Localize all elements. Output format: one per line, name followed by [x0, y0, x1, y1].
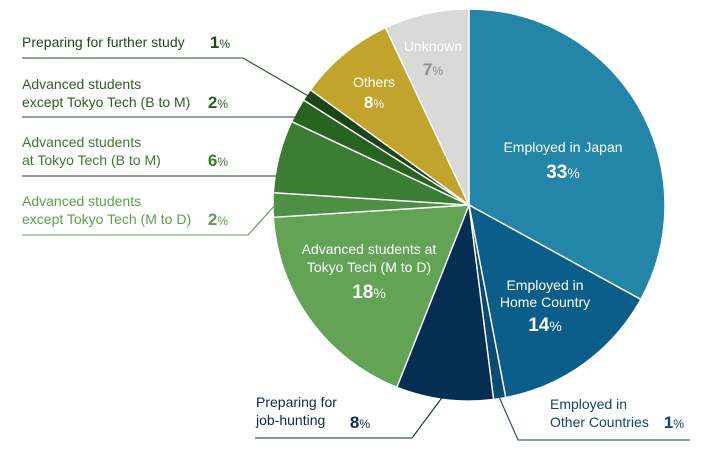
label-value-adv_ext_m_to_d: 2% [208, 210, 228, 229]
label-text-employed_home: Home Country [500, 294, 590, 310]
label-text-adv_tt_m_to_d: Tokyo Tech (M to D) [307, 259, 431, 275]
label-text-adv_ext_m_to_d: Advanced students [22, 193, 141, 209]
label-employed_other: Employed in Other Countries 1% [550, 396, 684, 432]
label-text-adv_ext_b_to_m: except Tokyo Tech (B to M) [22, 94, 190, 110]
label-value-employed_other: 1% [664, 413, 684, 432]
label-text-further_study: Preparing for further study [22, 34, 185, 50]
slice-unknown [384, 8, 470, 206]
leader-adv_ext_m_to_d [22, 202, 278, 236]
slice-job_hunting [395, 204, 495, 402]
label-text-job_hunting: Preparing for [256, 394, 337, 410]
label-text-adv_ext_b_to_m: Advanced students [22, 76, 141, 92]
leader-employed_other [495, 389, 690, 441]
label-text-job_hunting: job-hunting [255, 412, 325, 428]
label-value-adv_tt_m_to_d: 18% [352, 282, 386, 303]
label-text-adv_ext_m_to_d: except Tokyo Tech (M to D) [22, 211, 191, 227]
leader-job_hunting [255, 394, 445, 439]
slice-adv_tt_m_to_d [272, 204, 471, 389]
label-text-adv_tt_b_to_m: at Tokyo Tech (B to M) [22, 152, 161, 168]
label-value-adv_ext_b_to_m: 2% [208, 93, 228, 112]
label-further_study: Preparing for further study 1% [22, 33, 230, 52]
label-adv_ext_b_to_m: Advanced students except Tokyo Tech (B to… [22, 76, 228, 112]
label-adv_tt_b_to_m: Advanced students at Tokyo Tech (B to M) 6… [22, 134, 228, 170]
label-unknown: Unknown 7% [404, 38, 462, 79]
label-text-others: Others [353, 74, 395, 90]
label-text-employed_japan: Employed in Japan [503, 139, 622, 155]
label-text-employed_other: Employed in [550, 396, 627, 412]
label-text-unknown: Unknown [404, 38, 462, 54]
label-adv_ext_m_to_d: Advanced students except Tokyo Tech (M to… [22, 193, 228, 229]
label-text-adv_tt_b_to_m: Advanced students [22, 134, 141, 150]
label-value-employed_japan: 33% [546, 162, 580, 183]
pie-slices [272, 8, 666, 402]
label-employed_japan: Employed in Japan 33% [503, 139, 622, 183]
slice-employed_japan [468, 8, 666, 301]
label-text-employed_home: Employed in [506, 277, 583, 293]
label-value-unknown: 7% [423, 60, 443, 79]
label-value-employed_home: 14% [528, 315, 562, 336]
label-value-job_hunting: 8% [350, 413, 370, 432]
label-value-further_study: 1% [210, 33, 230, 52]
label-text-adv_tt_m_to_d: Advanced students at [302, 241, 437, 257]
label-adv_tt_m_to_d: Advanced students at Tokyo Tech (M to D) 1… [302, 241, 437, 303]
label-value-adv_tt_b_to_m: 6% [208, 151, 228, 170]
leader-lines [22, 57, 690, 441]
label-value-others: 8% [364, 93, 384, 112]
label-others: Others 8% [353, 74, 395, 112]
leader-further_study [22, 57, 311, 98]
label-text-employed_other: Other Countries [550, 414, 649, 430]
slice-others [309, 26, 470, 206]
slice-employed_home [468, 203, 642, 399]
label-job_hunting: Preparing for job-hunting 8% [255, 394, 370, 432]
